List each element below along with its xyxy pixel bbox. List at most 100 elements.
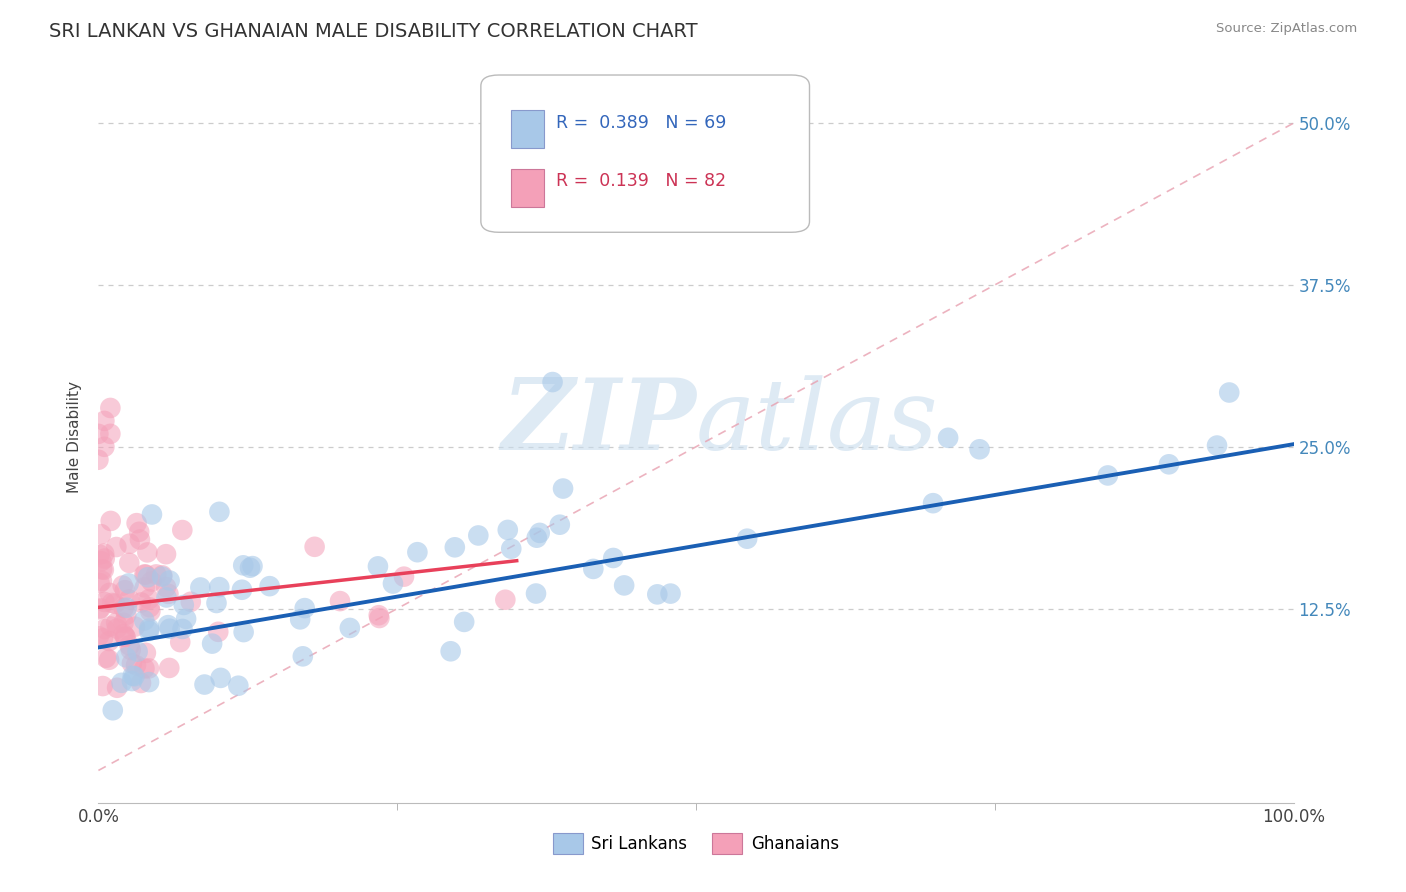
Point <box>118 537 141 551</box>
Point <box>138 622 160 636</box>
Point <box>120 642 142 657</box>
Point <box>134 567 156 582</box>
Point <box>93 563 115 577</box>
Point <box>98 653 121 667</box>
Point <box>93 622 115 636</box>
Point <box>541 375 564 389</box>
Point <box>659 586 682 600</box>
Point <box>125 658 148 673</box>
Point <box>173 598 195 612</box>
Point <box>239 560 262 574</box>
Point <box>150 568 173 582</box>
Text: Source: ZipAtlas.com: Source: ZipAtlas.com <box>1216 22 1357 36</box>
Point <box>118 576 141 591</box>
Point <box>118 592 141 607</box>
Point <box>735 532 758 546</box>
Point <box>190 581 212 595</box>
Point <box>174 612 197 626</box>
Point <box>114 583 136 598</box>
Text: atlas: atlas <box>696 375 939 470</box>
Point <box>138 661 160 675</box>
Point <box>180 595 202 609</box>
Point <box>936 431 959 445</box>
Point <box>94 650 117 665</box>
Point <box>169 635 191 649</box>
Point <box>209 671 232 685</box>
Point <box>150 569 173 583</box>
Point <box>100 514 122 528</box>
Point <box>138 624 160 638</box>
Point <box>1157 458 1180 472</box>
Point <box>582 562 605 576</box>
Point <box>101 596 124 610</box>
Text: R =  0.139   N = 82: R = 0.139 N = 82 <box>557 172 727 190</box>
Point <box>304 540 326 554</box>
Point <box>134 580 156 594</box>
Point <box>121 668 143 682</box>
Point <box>440 644 463 658</box>
Point <box>104 597 127 611</box>
Point <box>172 622 194 636</box>
Point <box>294 601 316 615</box>
Point <box>232 558 254 573</box>
Point <box>134 661 156 675</box>
Point <box>551 482 574 496</box>
Point <box>118 639 141 653</box>
Point <box>232 625 254 640</box>
FancyBboxPatch shape <box>481 75 810 232</box>
Bar <box>510 110 544 148</box>
Point <box>288 612 311 626</box>
Point <box>524 586 547 600</box>
Point <box>613 578 636 592</box>
Point <box>138 592 160 607</box>
Point <box>124 669 146 683</box>
Point <box>136 570 159 584</box>
Point <box>105 622 128 636</box>
Point <box>339 621 361 635</box>
Point <box>111 578 134 592</box>
Point <box>381 576 404 591</box>
Point <box>118 556 141 570</box>
Point <box>647 587 669 601</box>
Point <box>91 679 114 693</box>
Point <box>128 524 150 539</box>
Point <box>112 601 135 615</box>
Point <box>1097 468 1119 483</box>
Point <box>922 496 945 510</box>
Point <box>392 569 415 583</box>
Point <box>87 452 110 467</box>
Point <box>98 401 122 415</box>
Point <box>329 594 352 608</box>
Point <box>291 649 314 664</box>
Point <box>242 559 264 574</box>
Point <box>602 551 624 566</box>
Point <box>89 601 111 615</box>
Point <box>101 703 124 717</box>
Point <box>145 567 167 582</box>
Point <box>91 562 114 576</box>
Point <box>157 661 180 675</box>
Point <box>157 587 180 601</box>
Point <box>496 523 519 537</box>
Point <box>159 574 181 588</box>
Point <box>367 559 389 574</box>
Point <box>98 426 122 441</box>
Point <box>208 505 231 519</box>
Point <box>259 579 281 593</box>
Point <box>141 574 163 589</box>
Point <box>87 602 110 616</box>
Text: ZIP: ZIP <box>501 375 696 471</box>
Point <box>1206 439 1229 453</box>
Point <box>114 630 136 644</box>
Point <box>89 576 111 591</box>
Point <box>129 533 152 547</box>
Point <box>159 622 181 636</box>
Point <box>90 554 112 568</box>
Point <box>443 541 465 555</box>
Legend: Sri Lankans, Ghanaians: Sri Lankans, Ghanaians <box>547 827 845 860</box>
Point <box>406 545 429 559</box>
Point <box>115 650 138 665</box>
Point <box>105 681 128 695</box>
Point <box>157 618 180 632</box>
Point <box>121 657 143 671</box>
